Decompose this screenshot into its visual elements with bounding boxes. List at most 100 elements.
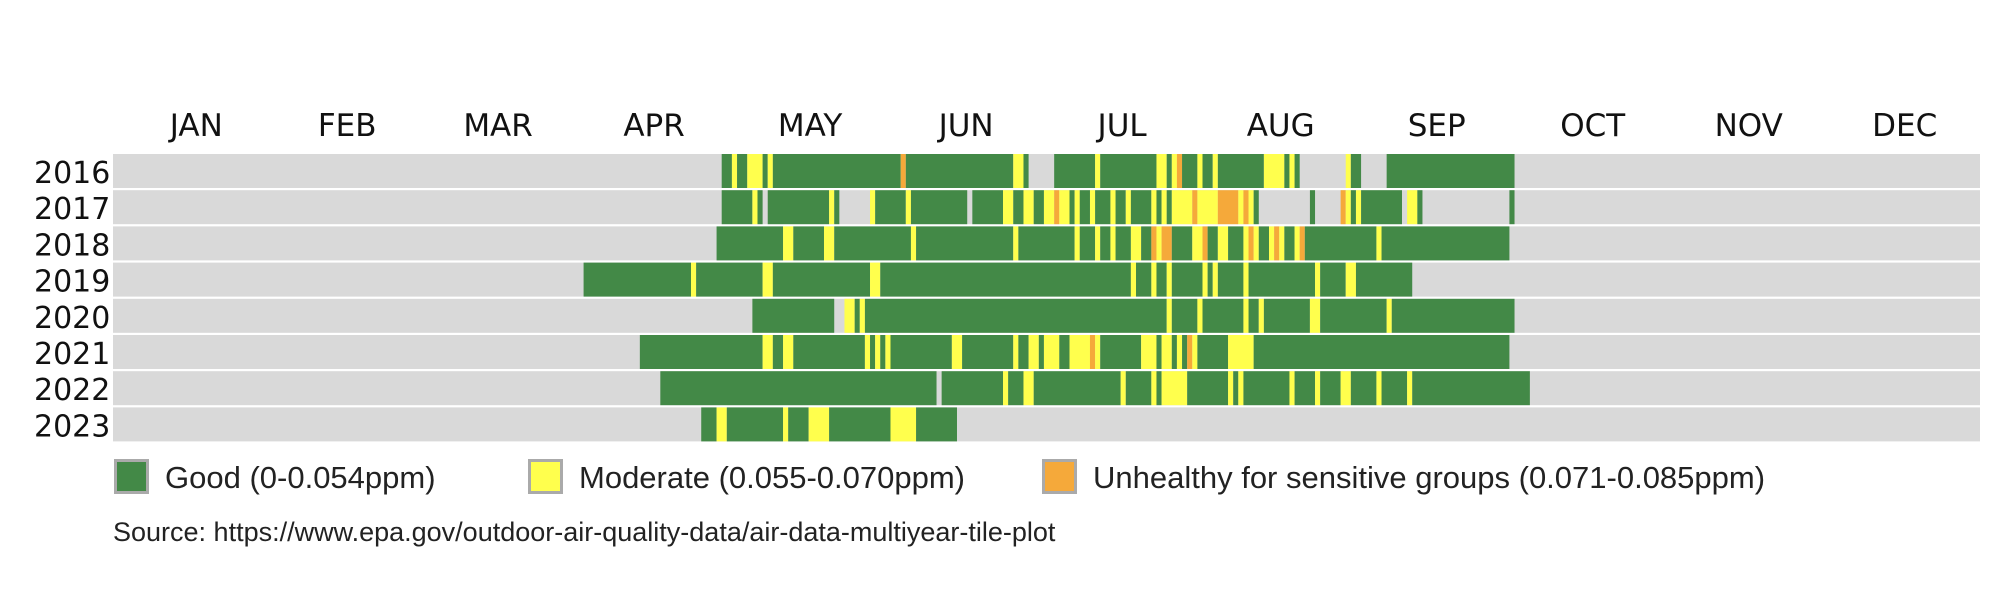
tile-good	[1284, 154, 1290, 188]
tile-usg	[1202, 226, 1208, 261]
tile-usg	[1151, 226, 1157, 261]
tile-moderate	[1238, 190, 1244, 225]
tile-moderate	[1151, 371, 1157, 406]
tile-moderate	[691, 262, 697, 297]
tile-good	[757, 190, 763, 225]
tile-moderate	[1202, 262, 1208, 297]
tile-good	[772, 335, 784, 369]
tile-usg	[1089, 335, 1096, 369]
tile-good	[1100, 226, 1111, 261]
tile-good	[1253, 190, 1259, 225]
tile-moderate	[1197, 298, 1203, 333]
tile-moderate	[716, 407, 727, 442]
tile-good	[1248, 262, 1316, 297]
year-label-2019: 2019	[34, 265, 110, 300]
tile-good	[767, 190, 830, 225]
tile-moderate	[1095, 226, 1101, 261]
row-background	[113, 154, 1980, 188]
tile-good	[583, 262, 692, 297]
tile-good	[1253, 335, 1510, 369]
tile-moderate	[808, 407, 830, 442]
tile-usg	[1299, 226, 1305, 261]
tile-good	[1197, 335, 1229, 369]
tile-moderate	[1166, 298, 1172, 333]
tile-moderate	[1176, 335, 1183, 369]
month-label-aug: AUG	[1247, 108, 1315, 144]
tile-moderate	[1407, 190, 1418, 225]
year-row-2017	[113, 190, 1980, 225]
tile-moderate	[910, 226, 917, 261]
tile-usg	[1248, 226, 1254, 261]
tile-good	[1187, 371, 1229, 406]
tile-moderate	[1248, 190, 1254, 225]
tile-moderate	[1156, 226, 1162, 261]
tile-good	[1320, 371, 1341, 406]
tile-moderate	[767, 154, 773, 188]
tile-moderate	[1212, 154, 1218, 188]
tile-moderate	[1253, 226, 1259, 261]
tile-good	[1115, 190, 1126, 225]
tile-good	[1202, 298, 1244, 333]
month-label-dec: DEC	[1872, 108, 1937, 144]
tile-moderate	[1340, 371, 1351, 406]
tile-good	[962, 335, 1014, 369]
tile-moderate	[1243, 298, 1249, 333]
tile-moderate	[1228, 335, 1254, 369]
year-label-2021: 2021	[34, 337, 110, 372]
tile-good	[762, 154, 768, 188]
year-row-2020	[113, 298, 1980, 333]
tile-good	[1156, 190, 1162, 225]
year-row-2023	[113, 407, 1980, 442]
tile-moderate	[1166, 262, 1172, 297]
tile-moderate	[1197, 154, 1203, 188]
tile-good	[1013, 190, 1024, 225]
tile-moderate	[864, 335, 871, 369]
tile-moderate	[1345, 262, 1356, 297]
tile-good	[772, 154, 901, 188]
tile-good	[1038, 335, 1044, 369]
tile-moderate	[1069, 335, 1090, 369]
tile-good	[1023, 154, 1029, 188]
tile-good	[1125, 371, 1152, 406]
tile-good	[1412, 371, 1530, 406]
tile-good	[1069, 190, 1075, 225]
tile-moderate	[1141, 335, 1157, 369]
tile-moderate	[951, 335, 963, 369]
tile-good	[1263, 298, 1310, 333]
year-label-2023: 2023	[34, 409, 110, 444]
tile-good	[875, 190, 906, 225]
tile-usg	[1161, 226, 1172, 261]
tile-good	[1171, 226, 1193, 261]
tile-good	[1381, 371, 1408, 406]
tile-moderate	[1217, 226, 1229, 261]
tile-moderate	[829, 190, 835, 225]
tile-moderate	[875, 335, 881, 369]
tile-good	[834, 190, 840, 225]
tile-moderate	[762, 335, 773, 369]
tile-good	[716, 226, 784, 261]
tile-good	[726, 407, 784, 442]
tile-usg	[1054, 190, 1060, 225]
year-row-2019	[113, 262, 1980, 297]
tile-usg	[1192, 190, 1198, 225]
tile-moderate	[747, 154, 763, 188]
tile-moderate	[1151, 262, 1157, 297]
tile-moderate	[1171, 190, 1193, 225]
tile-moderate	[905, 190, 911, 225]
year-row-2021	[113, 335, 1980, 369]
tile-good	[1033, 190, 1044, 225]
month-label-jun: JUN	[937, 108, 994, 144]
year-row-2016	[113, 154, 1980, 188]
month-label-feb: FEB	[318, 108, 377, 144]
month-label-jan: JAN	[168, 108, 223, 144]
tile-moderate	[1110, 190, 1116, 225]
tile-moderate	[1156, 154, 1167, 188]
tile-good	[1350, 190, 1356, 225]
tile-good	[1243, 371, 1290, 406]
tile-good	[1309, 190, 1316, 225]
tile-moderate	[859, 298, 865, 333]
tile-moderate	[1258, 298, 1264, 333]
tile-moderate	[1289, 154, 1295, 188]
tile-usg	[1340, 190, 1346, 225]
tile-moderate	[1151, 190, 1157, 225]
